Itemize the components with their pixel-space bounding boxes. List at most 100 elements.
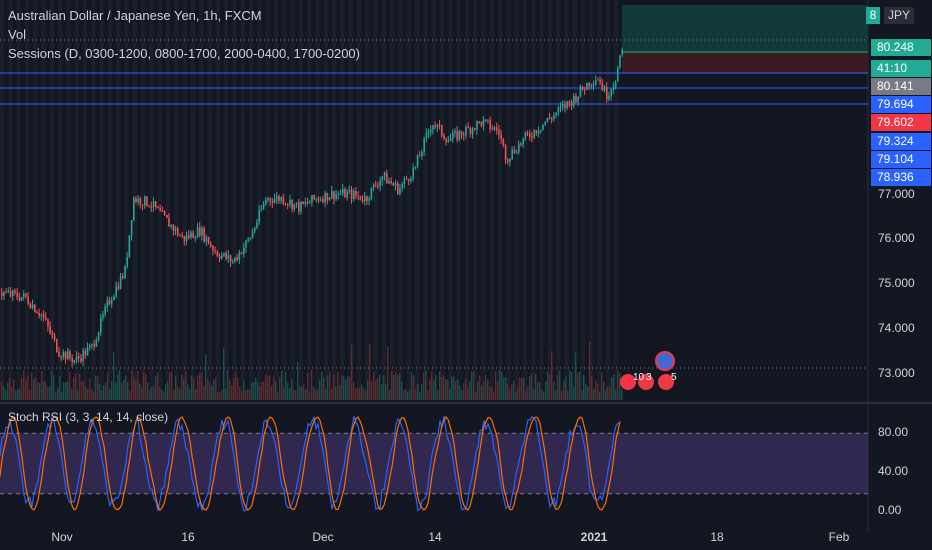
- candle-body: [223, 253, 225, 256]
- candle-body: [540, 129, 542, 132]
- volume-bar: [515, 391, 517, 400]
- volume-bar: [381, 384, 383, 400]
- candle-body: [69, 351, 71, 358]
- price-tag[interactable]: 79.324: [871, 133, 931, 150]
- volume-bar: [199, 372, 201, 400]
- candle-body: [225, 253, 227, 259]
- candle-body: [434, 125, 436, 127]
- volume-bar: [239, 386, 241, 400]
- volume-bar: [253, 381, 255, 400]
- price-tag[interactable]: 41:10: [871, 60, 931, 77]
- candle-body: [117, 286, 120, 289]
- economic-event-globe-icon[interactable]: [655, 351, 675, 371]
- volume-bar: [249, 389, 251, 400]
- candle-body: [432, 125, 434, 130]
- volume-bar: [37, 382, 39, 400]
- price-tag[interactable]: 79.602: [871, 114, 931, 131]
- candle-body: [267, 198, 269, 201]
- candle-body: [40, 314, 43, 316]
- candle-body: [201, 228, 203, 236]
- volume-bar: [77, 390, 79, 400]
- price-tag[interactable]: 79.104: [871, 151, 931, 168]
- candle-body: [344, 189, 346, 198]
- session-stripe: [58, 0, 63, 400]
- candle-body: [537, 131, 540, 134]
- candle-body: [229, 255, 232, 262]
- candle-body: [410, 178, 412, 181]
- candle-body: [513, 149, 516, 153]
- candle-body: [166, 214, 168, 218]
- volume-bar: [1, 381, 3, 400]
- volume-bar: [503, 377, 505, 400]
- session-stripe: [83, 0, 88, 400]
- candle-body: [584, 89, 586, 91]
- session-stripe: [16, 0, 21, 400]
- volume-bar: [393, 374, 395, 400]
- candle-body: [45, 317, 47, 320]
- volume-bar: [553, 381, 555, 400]
- volume-bar: [49, 386, 51, 400]
- candle-body: [586, 82, 588, 91]
- candle-body: [97, 332, 100, 341]
- symbol-title[interactable]: Australian Dollar / Japanese Yen, 1h, FX…: [8, 8, 262, 23]
- event-badge[interactable]: [658, 374, 674, 390]
- session-stripe: [539, 0, 544, 400]
- price-tag[interactable]: 78.936: [871, 169, 931, 186]
- session-stripe: [49, 0, 54, 400]
- sessions-indicator-label[interactable]: Sessions (D, 0300-1200, 0800-1700, 2000-…: [8, 46, 360, 61]
- candle-body: [619, 55, 621, 68]
- volume-bar: [351, 344, 353, 400]
- candle-body: [122, 276, 124, 278]
- candle-body: [254, 227, 256, 232]
- session-stripe: [589, 0, 594, 400]
- session-stripe: [506, 0, 511, 400]
- candle-body: [80, 357, 82, 362]
- candle-body: [247, 239, 249, 241]
- event-badge[interactable]: [620, 374, 636, 390]
- volume-bar: [171, 371, 173, 400]
- volume-bar: [557, 375, 559, 400]
- price-tag[interactable]: 80.141: [871, 78, 931, 95]
- session-stripe: [356, 0, 362, 400]
- volume-bar: [15, 390, 17, 400]
- candle-body: [339, 193, 342, 195]
- volume-bar: [119, 370, 121, 400]
- event-badge[interactable]: [638, 374, 654, 390]
- session-stripe: [481, 0, 486, 400]
- session-stripe: [373, 0, 378, 400]
- candle-body: [465, 126, 467, 136]
- volume-bar: [453, 376, 455, 400]
- session-stripe: [423, 0, 428, 400]
- currency-button[interactable]: JPY: [884, 7, 914, 24]
- candle-body: [23, 293, 25, 297]
- time-axis-tick: 16: [181, 530, 195, 544]
- price-tag[interactable]: 80.248: [871, 39, 931, 56]
- stoch-rsi-title[interactable]: Stoch RSI (3, 3, 14, 14, close): [8, 410, 169, 424]
- volume-bar: [437, 389, 439, 400]
- volume-bar: [125, 375, 127, 400]
- volume-bar: [571, 372, 573, 400]
- candle-body: [555, 112, 557, 116]
- candle-body: [588, 82, 590, 87]
- position-quantity-box[interactable]: 8: [866, 7, 880, 24]
- volume-bar: [493, 391, 495, 400]
- volume-bar: [613, 374, 615, 400]
- price-tag[interactable]: 79.694: [871, 96, 931, 113]
- volume-bar: [425, 370, 427, 400]
- volume-bar: [27, 374, 29, 400]
- volume-bar: [11, 386, 13, 400]
- session-stripe: [572, 0, 577, 400]
- volume-indicator-label[interactable]: Vol: [8, 27, 27, 42]
- volume-bar: [217, 391, 219, 400]
- candle-body: [104, 306, 106, 315]
- candle-body: [126, 257, 128, 267]
- chart-legend: Australian Dollar / Japanese Yen, 1h, FX…: [8, 6, 360, 63]
- volume-bar: [505, 377, 507, 400]
- volume-bar: [519, 377, 521, 400]
- volume-bar: [603, 381, 605, 400]
- volume-bar: [549, 374, 551, 400]
- candle-body: [350, 189, 353, 199]
- volume-bar: [481, 385, 483, 400]
